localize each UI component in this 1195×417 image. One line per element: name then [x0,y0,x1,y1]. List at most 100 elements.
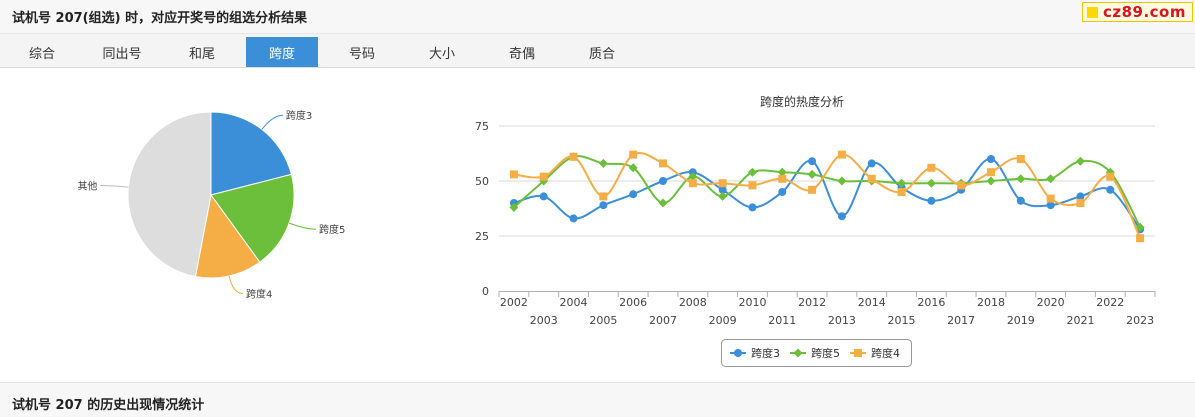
x-tick-label: 2021 [1066,314,1094,327]
data-point[interactable] [569,152,578,161]
legend-marker[interactable] [854,349,862,357]
series-line [513,151,1141,239]
y-tick-label: 25 [475,230,489,243]
data-point[interactable] [599,201,608,210]
data-point[interactable] [1106,172,1115,181]
data-point[interactable] [1016,155,1025,163]
legend-marker[interactable] [734,349,742,357]
pie-slice[interactable] [210,111,293,196]
data-point[interactable] [718,191,728,201]
page-title: 试机号 207(组选) 时，对应开奖号的组选分析结果 [12,11,308,26]
data-point[interactable] [1106,185,1115,194]
data-point[interactable] [926,178,936,188]
legend-item[interactable]: 跨度5 [790,346,840,360]
tab-kuadu[interactable]: 跨度 [246,37,318,67]
legend-item[interactable]: 跨度4 [850,346,900,360]
data-point[interactable] [1046,174,1056,184]
data-point[interactable] [1046,201,1055,210]
data-point[interactable] [688,172,698,182]
legend-marker[interactable] [793,348,803,358]
data-point[interactable] [1076,192,1085,201]
data-point[interactable] [867,159,876,168]
pie-slice[interactable] [210,173,295,263]
data-point[interactable] [808,157,817,166]
data-point[interactable] [1046,194,1055,203]
data-point[interactable] [747,167,757,177]
data-point[interactable] [867,174,876,183]
data-point[interactable] [778,188,787,196]
data-point[interactable] [1075,156,1085,166]
data-point[interactable] [629,150,638,159]
page-header: 试机号 207(组选) 时，对应开奖号的组选分析结果 cz89.com [0,0,1195,34]
data-point[interactable] [927,163,936,172]
data-point[interactable] [927,196,936,205]
data-point[interactable] [659,177,667,185]
pie-slice[interactable] [194,193,261,279]
tab-jiou[interactable]: 奇偶 [508,46,535,62]
data-point[interactable] [748,181,757,190]
x-tick-label: 2017 [947,314,975,327]
data-point[interactable] [628,163,638,173]
data-point[interactable] [598,158,608,168]
data-point[interactable] [748,203,757,212]
tab-hewei[interactable]: 和尾 [188,46,215,62]
x-tick-label: 2006 [619,296,647,309]
data-point[interactable] [658,198,668,208]
data-point[interactable] [1136,234,1145,243]
y-tick-label: 75 [475,120,489,133]
tab-tongchuhao[interactable]: 同出号 [102,46,142,62]
x-tick-label: 2015 [888,314,916,327]
data-point[interactable] [718,185,727,194]
data-point[interactable] [957,181,966,190]
data-point[interactable] [837,150,846,159]
data-point[interactable] [837,212,846,221]
logo-square-icon [1086,6,1098,18]
series-group [509,150,1145,243]
data-point[interactable] [777,167,787,177]
data-point[interactable] [897,188,906,196]
data-point[interactable] [1135,222,1145,232]
x-tick-label: 2010 [738,296,766,309]
tab-daxiao[interactable]: 大小 [428,46,455,62]
tab-haoma[interactable]: 号码 [348,46,375,62]
data-point[interactable] [1016,196,1025,205]
pie-slice[interactable] [127,111,212,278]
pie-label-connector [100,184,129,188]
data-point[interactable] [1076,199,1085,207]
data-point[interactable] [629,190,638,199]
x-tick-label: 2004 [560,296,588,309]
x-tick-label: 2009 [709,314,737,327]
data-point[interactable] [599,192,608,201]
data-point[interactable] [808,185,817,194]
data-point[interactable] [539,192,548,201]
data-point[interactable] [659,159,667,168]
data-point[interactable] [987,155,995,163]
pie-label-connector [261,114,283,130]
data-point[interactable] [987,168,995,177]
x-tick-label: 2012 [798,296,826,309]
data-point[interactable] [897,178,907,188]
data-point[interactable] [569,214,578,223]
x-tick-label: 2018 [977,296,1005,309]
x-tick-label: 2020 [1037,296,1065,309]
data-point[interactable] [509,202,519,212]
x-tick-label: 2003 [530,314,558,327]
data-point[interactable] [837,176,847,186]
site-logo[interactable]: cz89.com [1081,2,1193,22]
line-chart-title: 跨度的热度分析 [760,94,844,109]
data-point[interactable] [1016,174,1026,184]
data-point[interactable] [509,170,518,179]
pie-slice-label: 其他 [77,179,97,192]
tab-zhihe[interactable]: 质合 [588,46,615,62]
data-point[interactable] [986,176,996,186]
data-point[interactable] [688,179,697,188]
data-point[interactable] [539,172,548,181]
data-point[interactable] [778,174,787,183]
chart-legend: 跨度3 跨度5 跨度4 [721,339,912,367]
data-point[interactable] [807,169,817,179]
legend-item[interactable]: 跨度3 [730,346,780,360]
tab-zonghe[interactable]: 综合 [28,46,55,62]
history-section-header: 试机号 207 的历史出现情况统计 [0,382,1195,417]
data-point[interactable] [718,179,727,188]
x-tick-label: 2014 [858,296,886,309]
